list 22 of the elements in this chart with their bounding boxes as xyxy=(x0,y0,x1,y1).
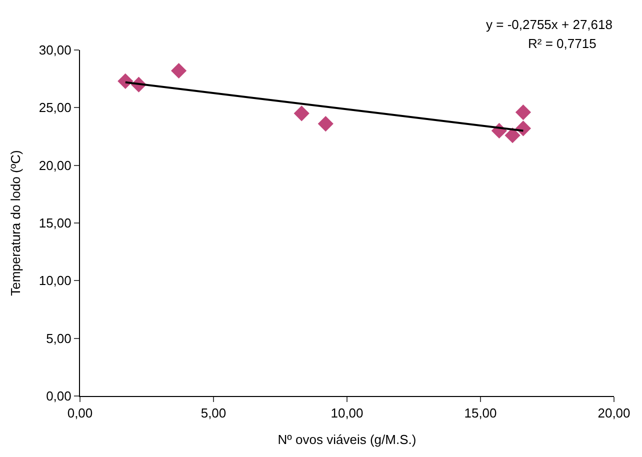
y-tick-label: 20,00 xyxy=(38,158,72,173)
y-tick-label: 5,00 xyxy=(46,330,72,346)
x-axis-title: Nº ovos viáveis (g/M.S.) xyxy=(278,432,416,448)
y-tick-label: 30,00 xyxy=(38,42,72,58)
x-tick-label: 0,00 xyxy=(67,406,93,421)
x-tick-label: 5,00 xyxy=(200,406,226,421)
y-tick-label: 0,00 xyxy=(46,388,72,404)
point xyxy=(170,62,187,79)
point xyxy=(504,128,520,144)
point xyxy=(515,104,532,120)
point xyxy=(294,106,310,122)
point xyxy=(118,73,134,89)
text: y = -0,2755x + 27,618 xyxy=(486,17,612,32)
x-tick-label: 10,00 xyxy=(330,406,364,421)
point xyxy=(318,116,334,132)
x-tick-label: 15,00 xyxy=(464,406,497,421)
annotation: R² = 0,7715 xyxy=(528,36,596,51)
y-tick-label: 10,00 xyxy=(38,273,72,288)
x-tick-label: 20,00 xyxy=(598,406,630,421)
y-tick-label: 15,00 xyxy=(38,216,72,231)
y-axis-title: Temperatura do lodo (ºC) xyxy=(8,150,23,296)
y-tick-label: 25,00 xyxy=(38,100,72,116)
